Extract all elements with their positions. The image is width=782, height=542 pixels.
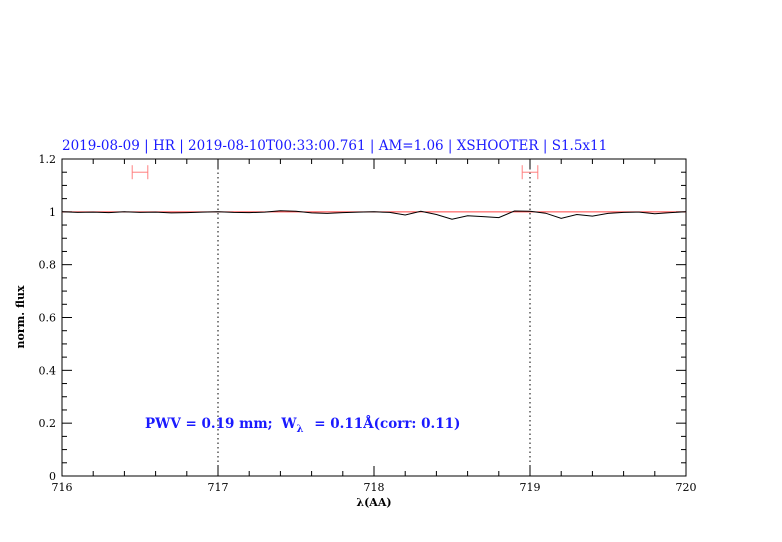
y-tick-label: 0 [49, 470, 56, 483]
y-tick-label: 0.8 [39, 259, 57, 272]
y-tick-label: 1.2 [39, 153, 57, 166]
y-tick-label: 0.6 [39, 312, 57, 325]
spectrum-line [61, 210, 687, 220]
y-tick-label: 0.4 [39, 364, 57, 377]
pwv-annotation: PWV = 0.19 mm; Wλ = 0.11Å(corr: 0.11) [145, 416, 460, 436]
y-tick-label: 1 [49, 206, 56, 219]
x-axis-label: λ(AA) [356, 496, 391, 509]
x-tick-label: 717 [208, 481, 229, 494]
x-tick-label: 719 [520, 481, 541, 494]
x-tick-label: 716 [52, 481, 73, 494]
y-axis-label: norm. flux [14, 285, 27, 348]
x-tick-label: 718 [364, 481, 385, 494]
x-tick-label: 720 [676, 481, 697, 494]
chart-title: 2019-08-09 | HR | 2019-08-10T00:33:00.76… [62, 138, 607, 154]
y-tick-label: 0.2 [39, 417, 57, 430]
